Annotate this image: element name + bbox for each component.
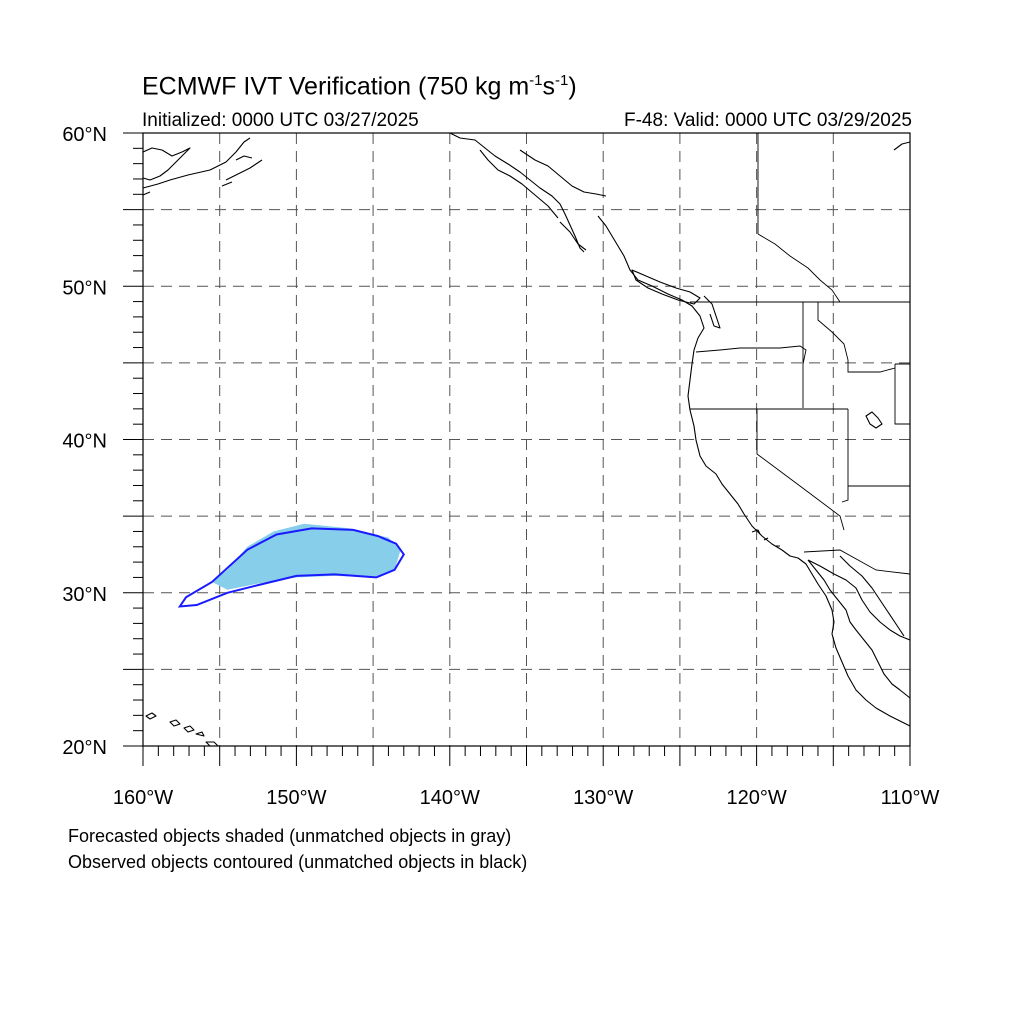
latitude-labels: 60°N 50°N 40°N 30°N 20°N [62,124,107,759]
title-superscript-2: -1 [555,72,569,89]
title-text: ECMWF IVT Verification (750 kg m [142,72,530,101]
hudson-coast-fragment [893,141,911,151]
montana-wyoming-border [894,363,910,425]
lon-label: 150°W [266,787,326,809]
baja-california [807,559,911,699]
california-nevada-border [756,409,845,531]
lat-label: 50°N [62,277,107,299]
canada-provincial-border [757,133,841,303]
west-coast [597,215,911,727]
footnote-observed: Observed objects contoured (unmatched ob… [68,852,528,872]
washington-oregon-border [695,345,807,408]
coastlines [142,132,911,747]
observed-object-contour [177,527,405,608]
us-mexico-border [803,549,911,575]
alaska-panhandle-coast [449,132,607,253]
lat-label: 30°N [62,584,107,606]
political-boundaries [690,133,911,575]
lon-label: 140°W [420,787,480,809]
channel-islands [751,529,780,547]
valid-time-label: F-48: Valid: 0000 UTC 03/29/2025 [624,110,912,131]
title-unit-s: s [542,72,556,101]
longitude-labels: 160°W 150°W 140°W 130°W 120°W 110°W [113,787,940,809]
title-superscript-1: -1 [529,72,543,89]
lat-label: 60°N [62,124,107,146]
gridlines [143,133,910,746]
tick-marks [123,132,911,766]
lat-label: 20°N [62,737,107,759]
idaho-border [802,302,896,373]
lon-label: 130°W [573,787,633,809]
hawaii-island-2 [169,719,181,727]
vancouver-island [631,269,701,305]
lon-label: 120°W [726,787,786,809]
lon-label: 160°W [113,787,173,809]
alaska-coast [142,137,263,196]
lat-label: 40°N [62,431,107,453]
forecast-object-shaded [212,523,401,590]
nevada-utah-border [841,409,849,503]
map-title: ECMWF IVT Verification (750 kg m-1s-1) [142,72,577,101]
footnote-forecast: Forecasted objects shaded (unmatched obj… [68,826,512,846]
map-frame [142,132,911,747]
hawaii-island-3 [183,725,195,733]
puget-sound [703,295,721,329]
hawaii-island-4 [195,731,205,737]
lon-label: 110°W [881,787,940,809]
hawaii-island-1 [145,712,157,720]
title-close-paren: ) [568,72,577,101]
init-time-label: Initialized: 0000 UTC 03/27/2025 [142,110,419,131]
great-salt-lake [865,411,883,429]
gulf-coast-mainland [839,555,905,637]
